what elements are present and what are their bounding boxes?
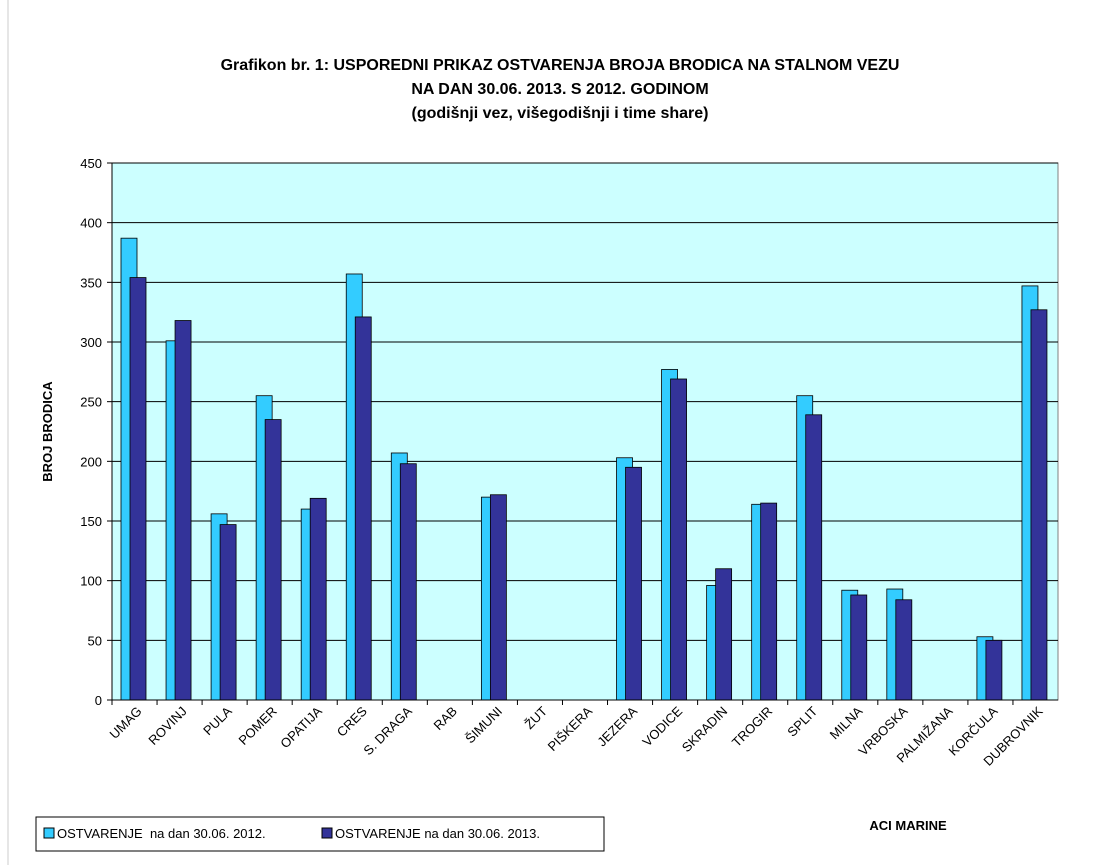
legend-label: OSTVARENJE na dan 30.06. 2013. <box>335 826 540 841</box>
chart-title: (godišnji vez, višegodišnji i time share… <box>412 105 709 122</box>
y-tick-label: 400 <box>80 216 102 231</box>
x-tick-label: ŽUT <box>522 703 551 732</box>
y-axis-label: BROJ BRODICA <box>40 381 55 482</box>
y-tick-label: 300 <box>80 335 102 350</box>
bar <box>264 419 282 701</box>
bar <box>895 599 913 701</box>
bar <box>219 524 237 701</box>
y-tick-label: 100 <box>80 574 102 589</box>
y-tick-label: 350 <box>80 275 102 290</box>
x-tick-label: JEZERA <box>594 703 640 749</box>
y-tick-label: 200 <box>80 454 102 469</box>
x-tick-label: TROGIR <box>729 704 775 750</box>
x-tick-label: VODICE <box>639 703 685 749</box>
bar <box>354 316 372 701</box>
bar <box>625 466 642 701</box>
bar <box>985 639 1003 701</box>
x-tick-label: SKRADIN <box>679 704 730 755</box>
y-tick-label: 450 <box>80 156 102 171</box>
y-tick-label: 150 <box>80 514 102 529</box>
plot-area <box>111 162 1059 701</box>
x-tick-label: SPLIT <box>784 703 820 739</box>
legend-label: OSTVARENJE na dan 30.06. 2012. <box>57 826 266 841</box>
y-tick-label: 250 <box>80 395 102 410</box>
x-tick-label: UMAG <box>106 704 144 742</box>
bar <box>489 494 507 701</box>
legend-swatch <box>43 827 55 839</box>
chart-title: NA DAN 30.06. 2013. S 2012. GODINOM <box>411 81 708 98</box>
x-tick-label: POMER <box>235 704 279 748</box>
annotation: ACI MARINE <box>869 818 947 833</box>
x-tick-label: ŠIMUNI <box>462 704 505 747</box>
bar <box>670 378 687 701</box>
x-tick-label: RAB <box>430 704 460 734</box>
legend-box <box>35 816 605 852</box>
bar <box>174 320 192 701</box>
x-tick-label: OPATIJA <box>277 703 325 751</box>
bar <box>309 497 327 701</box>
x-tick-label: S. DRAGA <box>360 703 415 758</box>
bar <box>399 463 417 701</box>
x-tick-label: MILNA <box>827 703 866 742</box>
y-tick-label: 0 <box>95 693 102 708</box>
chart-title: Grafikon br. 1: USPOREDNI PRIKAZ OSTVARE… <box>221 57 900 74</box>
x-tick-label: PIŠKERA <box>545 703 596 754</box>
x-tick-label: ROVINJ <box>145 704 189 748</box>
x-tick-label: CRES <box>334 703 370 739</box>
bar <box>715 568 733 701</box>
bar <box>805 414 823 701</box>
y-tick-label: 50 <box>88 633 102 648</box>
bar <box>760 502 778 701</box>
bar <box>129 277 147 701</box>
legend: OSTVARENJE na dan 30.06. 2012. OSTVARENJE… <box>35 816 605 852</box>
x-tick-label: PULA <box>200 703 235 738</box>
legend-swatch <box>321 827 333 839</box>
bar <box>1030 309 1048 701</box>
bar <box>850 594 868 701</box>
